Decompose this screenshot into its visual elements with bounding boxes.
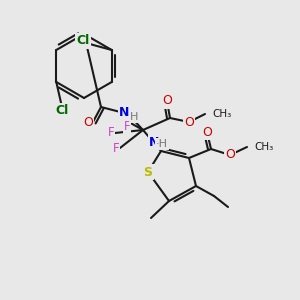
Text: CH₃: CH₃: [212, 109, 231, 119]
Text: F: F: [108, 127, 114, 140]
Text: O: O: [184, 116, 194, 128]
Text: H: H: [130, 112, 138, 122]
Text: S: S: [143, 166, 152, 178]
Text: CH₃: CH₃: [254, 142, 273, 152]
Text: F: F: [113, 142, 119, 154]
Text: O: O: [225, 148, 235, 161]
Text: N: N: [119, 106, 129, 119]
Text: O: O: [83, 116, 93, 128]
Text: ·H: ·H: [156, 139, 168, 149]
Text: Cl: Cl: [76, 34, 89, 47]
Text: O: O: [202, 125, 212, 139]
Text: N: N: [149, 136, 159, 148]
Text: O: O: [162, 94, 172, 107]
Text: F: F: [124, 119, 130, 133]
Text: Cl: Cl: [56, 104, 69, 118]
